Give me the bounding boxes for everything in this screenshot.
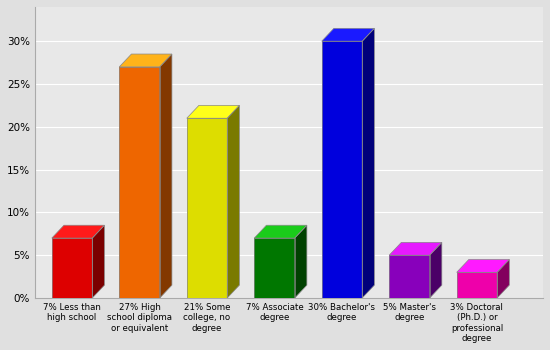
- Polygon shape: [187, 118, 227, 298]
- Polygon shape: [52, 238, 92, 298]
- Polygon shape: [456, 272, 497, 298]
- Polygon shape: [322, 28, 375, 41]
- Polygon shape: [254, 238, 295, 298]
- Polygon shape: [160, 54, 172, 298]
- Polygon shape: [456, 259, 509, 272]
- Polygon shape: [362, 28, 375, 298]
- Polygon shape: [497, 259, 509, 298]
- Polygon shape: [227, 105, 239, 298]
- Polygon shape: [92, 225, 104, 298]
- Polygon shape: [187, 105, 239, 118]
- Polygon shape: [389, 255, 430, 298]
- Polygon shape: [254, 225, 307, 238]
- Polygon shape: [430, 242, 442, 298]
- Polygon shape: [322, 41, 362, 298]
- Polygon shape: [119, 54, 172, 67]
- Polygon shape: [119, 67, 160, 298]
- Polygon shape: [295, 225, 307, 298]
- Polygon shape: [389, 242, 442, 255]
- Polygon shape: [52, 225, 104, 238]
